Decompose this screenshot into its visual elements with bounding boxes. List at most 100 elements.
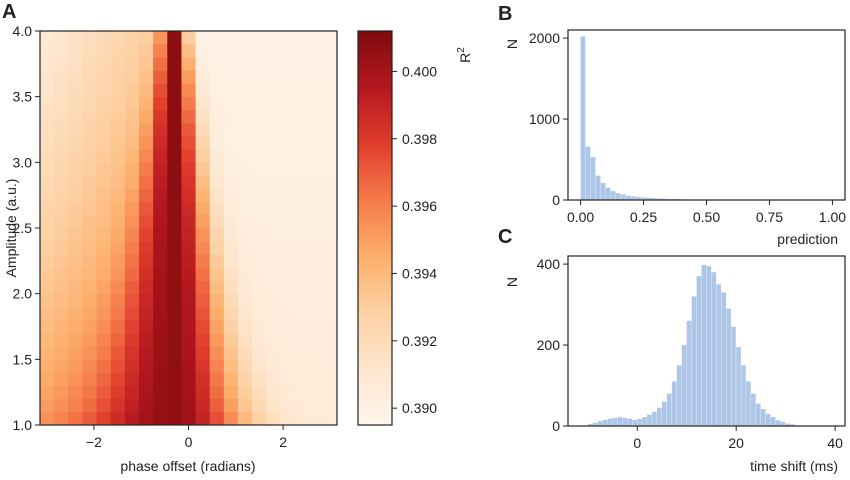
heatmap-y-axis-label: Amplitude (a.u.) <box>3 179 19 278</box>
heatmap-cell <box>195 385 211 400</box>
heatmap-cell <box>124 293 140 308</box>
heatmap-cell <box>280 385 295 400</box>
heatmap-cell <box>96 70 112 84</box>
heatmap-cell <box>308 201 324 216</box>
heatmap-cell <box>124 201 140 216</box>
heatmap-cell <box>40 57 55 71</box>
heatmap-cell <box>294 44 310 58</box>
time-shift-histogram-bar <box>652 411 657 426</box>
heatmap-cell <box>68 306 83 321</box>
heatmap-cell <box>308 398 324 413</box>
heatmap-cell <box>167 254 182 268</box>
heatmap-cell <box>238 385 253 400</box>
prediction-histogram-y-tick-label: 0 <box>552 192 560 208</box>
heatmap-cell <box>82 96 97 111</box>
heatmap-cell <box>110 372 126 386</box>
heatmap-cell <box>322 162 338 176</box>
heatmap-cell <box>223 306 239 321</box>
heatmap-cell <box>294 83 310 98</box>
heatmap-cell <box>110 254 126 268</box>
heatmap-cell <box>167 109 182 124</box>
heatmap-cell <box>238 96 253 111</box>
heatmap-cell <box>54 70 69 84</box>
heatmap-cell <box>167 214 182 229</box>
heatmap-cell <box>139 411 154 426</box>
time-shift-histogram-bar <box>642 417 647 426</box>
heatmap-cell <box>167 398 182 413</box>
prediction-histogram-bar <box>600 183 606 200</box>
heatmap-cell <box>266 398 281 413</box>
heatmap-cell <box>238 411 253 426</box>
colorbar-frame <box>357 30 393 426</box>
heatmap-cell <box>54 411 69 426</box>
heatmap-cell <box>139 70 154 84</box>
heatmap-cell <box>308 175 324 189</box>
heatmap-cell <box>40 162 55 176</box>
heatmap-cell <box>68 109 83 124</box>
heatmap-cell <box>153 359 168 373</box>
time-shift-histogram-bar <box>736 347 741 426</box>
heatmap-cell <box>54 31 69 45</box>
heatmap-cell <box>195 44 211 58</box>
colorbar-label-superscript: 2 <box>456 47 467 53</box>
heatmap-cell <box>294 70 310 84</box>
heatmap-cell <box>223 149 239 163</box>
heatmap-cell <box>266 201 281 216</box>
heatmap-cell <box>280 188 295 203</box>
heatmap-cell <box>181 188 196 203</box>
heatmap-cell <box>139 267 154 281</box>
prediction-histogram-bar <box>661 198 666 200</box>
heatmap-panel: −2 0 2 1.0 1.5 2.0 2.5 3.0 3.5 4.0 phase offset … <box>3 23 338 474</box>
heatmap-cell <box>110 83 126 98</box>
heatmap-cell <box>209 70 225 84</box>
heatmap-cell <box>139 162 154 176</box>
heatmap-cell <box>308 293 324 308</box>
heatmap-cell <box>266 411 281 426</box>
heatmap-cell <box>223 333 239 347</box>
heatmap-cell <box>308 136 324 150</box>
heatmap-cell <box>266 241 281 255</box>
heatmap-cell <box>181 398 196 413</box>
heatmap-cell <box>238 70 253 84</box>
time-shift-histogram-bar <box>617 417 623 426</box>
heatmap-cell <box>266 162 281 176</box>
heatmap-cell <box>181 254 196 268</box>
time-shift-histogram-bar <box>760 409 766 426</box>
heatmap-cell <box>294 214 310 229</box>
heatmap-cell <box>181 333 196 347</box>
heatmap-cell <box>238 44 253 58</box>
heatmap-cell <box>209 83 225 98</box>
heatmap-cell <box>294 398 310 413</box>
heatmap-cell <box>223 201 239 216</box>
heatmap-cell <box>82 241 97 255</box>
heatmap-cell <box>238 280 253 295</box>
heatmap-cell <box>68 319 83 334</box>
heatmap-cell <box>223 175 239 189</box>
heatmap-cell <box>195 136 211 150</box>
heatmap-cell <box>40 306 55 321</box>
heatmap-cell <box>209 280 225 295</box>
heatmap-cell <box>153 254 168 268</box>
prediction-histogram-x-axis-label: prediction <box>777 231 838 247</box>
heatmap-cell <box>82 306 97 321</box>
heatmap-cell <box>322 149 338 163</box>
heatmap-cell <box>322 188 338 203</box>
heatmap-cell <box>153 267 168 281</box>
heatmap-cell <box>294 175 310 189</box>
heatmap-y-tick-label: 1.0 <box>13 417 33 433</box>
heatmap-cell <box>110 70 126 84</box>
heatmap-cell <box>181 31 196 45</box>
heatmap-cell <box>54 385 69 400</box>
heatmap-cell <box>252 359 267 373</box>
heatmap-cell <box>266 228 281 242</box>
heatmap-cell <box>110 333 126 347</box>
heatmap-cell <box>195 333 211 347</box>
heatmap-cell <box>252 201 267 216</box>
heatmap-cell <box>322 319 338 334</box>
heatmap-cell <box>223 241 239 255</box>
heatmap-cell <box>124 162 140 176</box>
heatmap-cell <box>322 359 338 373</box>
heatmap-cell <box>54 175 69 189</box>
heatmap-cell <box>139 44 154 58</box>
heatmap-cell <box>223 109 239 124</box>
